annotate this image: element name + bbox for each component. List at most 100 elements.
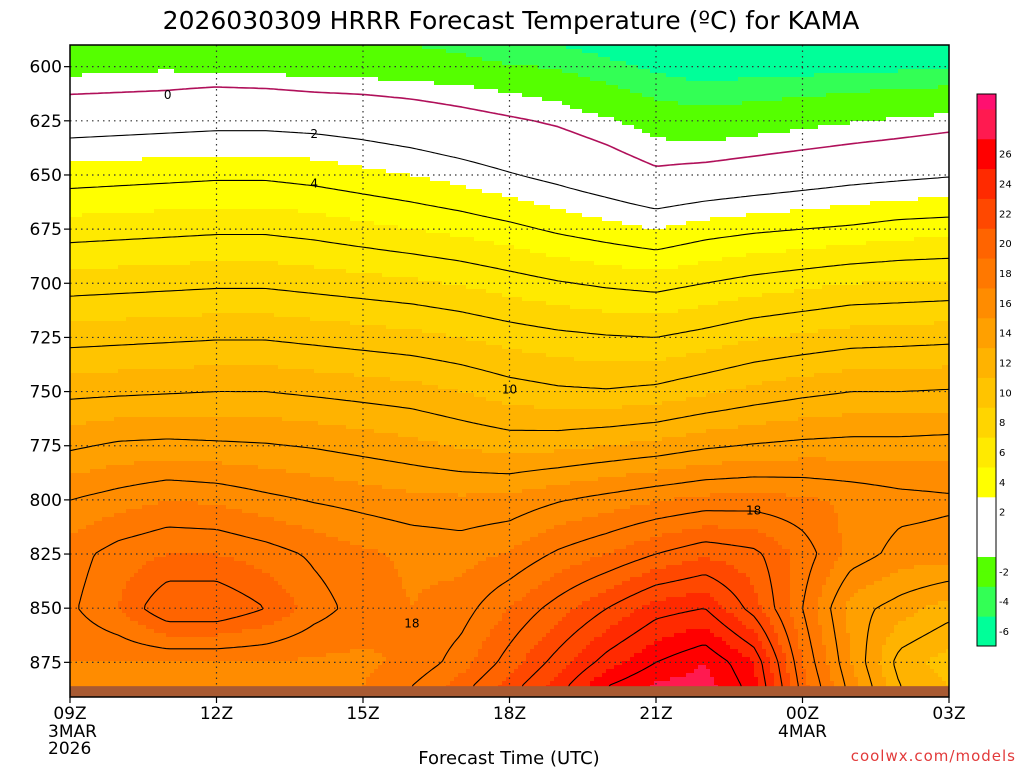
heat-cell bbox=[374, 429, 707, 434]
heat-cell bbox=[70, 593, 123, 598]
heat-cell bbox=[402, 585, 431, 590]
heat-cell bbox=[762, 605, 791, 610]
heat-cell bbox=[730, 645, 763, 650]
heat-cell bbox=[70, 605, 119, 610]
heat-cell bbox=[514, 545, 627, 550]
heat-cell bbox=[738, 297, 949, 302]
heat-cell bbox=[642, 573, 747, 578]
colorbar-swatch bbox=[977, 228, 996, 244]
heat-cell bbox=[70, 337, 467, 342]
heat-cell bbox=[550, 205, 831, 210]
heat-cell bbox=[886, 677, 943, 682]
heat-cell bbox=[710, 493, 787, 498]
heat-cell bbox=[590, 641, 655, 646]
heat-cell bbox=[346, 269, 949, 274]
heat-cell bbox=[894, 625, 949, 630]
isotherm-22 bbox=[521, 574, 783, 697]
heat-cell bbox=[790, 609, 819, 614]
heat-cell bbox=[70, 317, 127, 322]
heat-cell bbox=[70, 149, 949, 154]
heat-cell bbox=[398, 433, 687, 438]
colorbar-swatch bbox=[977, 601, 996, 617]
heat-cell bbox=[534, 201, 871, 206]
heat-cell bbox=[70, 577, 131, 582]
heat-cell bbox=[70, 109, 583, 114]
heat-cell bbox=[70, 409, 949, 414]
heat-cell bbox=[758, 133, 949, 138]
heat-cell bbox=[390, 377, 787, 382]
heat-cell bbox=[842, 369, 949, 374]
heat-cell bbox=[582, 213, 747, 218]
heat-cell bbox=[530, 589, 607, 594]
heat-cell bbox=[382, 485, 547, 490]
heat-cell bbox=[790, 573, 831, 578]
heat-cell bbox=[510, 549, 615, 554]
heat-cell bbox=[318, 421, 767, 426]
heat-cell bbox=[350, 649, 375, 654]
heat-cell bbox=[590, 681, 655, 686]
colorbar-swatch bbox=[977, 287, 996, 304]
heat-cell bbox=[734, 613, 767, 618]
colorbar: 26 24 22 20 18 16 14 12 10 8 6 4 2 -2 -4 -6 bbox=[976, 93, 1012, 647]
y-tick-label: 650 bbox=[30, 166, 62, 186]
contour-label: 2 bbox=[310, 127, 318, 141]
heat-cell bbox=[70, 221, 375, 226]
heat-cell bbox=[642, 93, 827, 98]
heat-cell bbox=[258, 465, 687, 470]
colorbar-label: -6 bbox=[999, 627, 1009, 638]
heat-cell bbox=[846, 605, 927, 610]
heat-cell bbox=[634, 541, 779, 546]
heat-cell bbox=[314, 369, 843, 374]
colorbar-swatch bbox=[977, 466, 996, 483]
heat-cell bbox=[86, 421, 319, 426]
heat-cell bbox=[870, 201, 949, 206]
heat-cell bbox=[70, 293, 503, 298]
heat-cell bbox=[686, 673, 711, 678]
heat-cell bbox=[622, 581, 751, 586]
heat-cell bbox=[70, 677, 367, 682]
heat-cell bbox=[70, 77, 379, 82]
heat-cell bbox=[70, 285, 467, 290]
heat-cell bbox=[654, 97, 783, 102]
heat-cell bbox=[774, 681, 791, 686]
heat-cell bbox=[838, 517, 949, 522]
heat-cell bbox=[566, 613, 631, 618]
heat-cell bbox=[70, 153, 949, 158]
heat-cell bbox=[290, 613, 503, 618]
x-axis-title: Forecast Time (UTC) bbox=[418, 748, 599, 768]
heat-cell bbox=[938, 673, 949, 678]
heat-cell bbox=[662, 401, 949, 406]
heat-cell bbox=[70, 181, 451, 186]
heat-cell bbox=[598, 593, 687, 598]
heat-cell bbox=[838, 525, 949, 530]
heat-cell bbox=[890, 573, 949, 578]
heat-cell bbox=[842, 545, 949, 550]
heat-cell bbox=[70, 653, 327, 658]
credit-text[interactable]: coolwx.com/models bbox=[851, 747, 1016, 765]
heat-cell bbox=[70, 513, 115, 518]
heat-cell bbox=[790, 581, 827, 586]
heat-cell bbox=[506, 677, 555, 682]
heat-cell bbox=[282, 617, 503, 622]
heat-cell bbox=[590, 597, 667, 602]
heat-cell bbox=[606, 589, 755, 594]
heat-cell bbox=[70, 169, 387, 174]
heat-cell bbox=[882, 649, 947, 654]
heat-cell bbox=[70, 349, 523, 354]
heat-cell bbox=[790, 677, 807, 682]
heat-cell bbox=[474, 85, 619, 90]
heat-cell bbox=[606, 669, 695, 674]
heat-cell bbox=[798, 629, 823, 634]
heat-cell bbox=[502, 681, 551, 686]
colorbar-swatch bbox=[977, 377, 996, 393]
heat-cell bbox=[742, 621, 771, 626]
heat-cell bbox=[818, 125, 949, 130]
heat-cell bbox=[658, 469, 949, 474]
heat-cell bbox=[486, 397, 687, 402]
heat-cell bbox=[70, 277, 419, 282]
heat-cell bbox=[598, 477, 949, 482]
heat-cell bbox=[126, 509, 243, 514]
heat-cell bbox=[778, 633, 799, 638]
heat-cell bbox=[650, 501, 831, 506]
heat-cell bbox=[894, 629, 949, 634]
